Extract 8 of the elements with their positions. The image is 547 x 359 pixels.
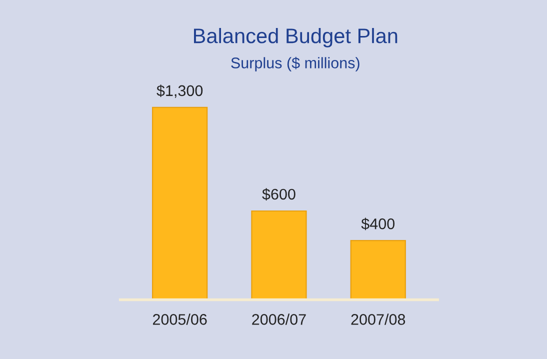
chart-subtitle: Surplus ($ millions) [231, 56, 360, 72]
data-label: $600 [262, 188, 296, 201]
data-label: $400 [361, 218, 395, 230]
x-tick-label: 2006/07 [252, 314, 306, 325]
x-tick-label: 2007/08 [351, 314, 406, 325]
data-label: $1,300 [156, 84, 203, 98]
chart-title: Balanced Budget Plan [194, 28, 398, 48]
x-tick-label: 2005/06 [152, 314, 207, 325]
